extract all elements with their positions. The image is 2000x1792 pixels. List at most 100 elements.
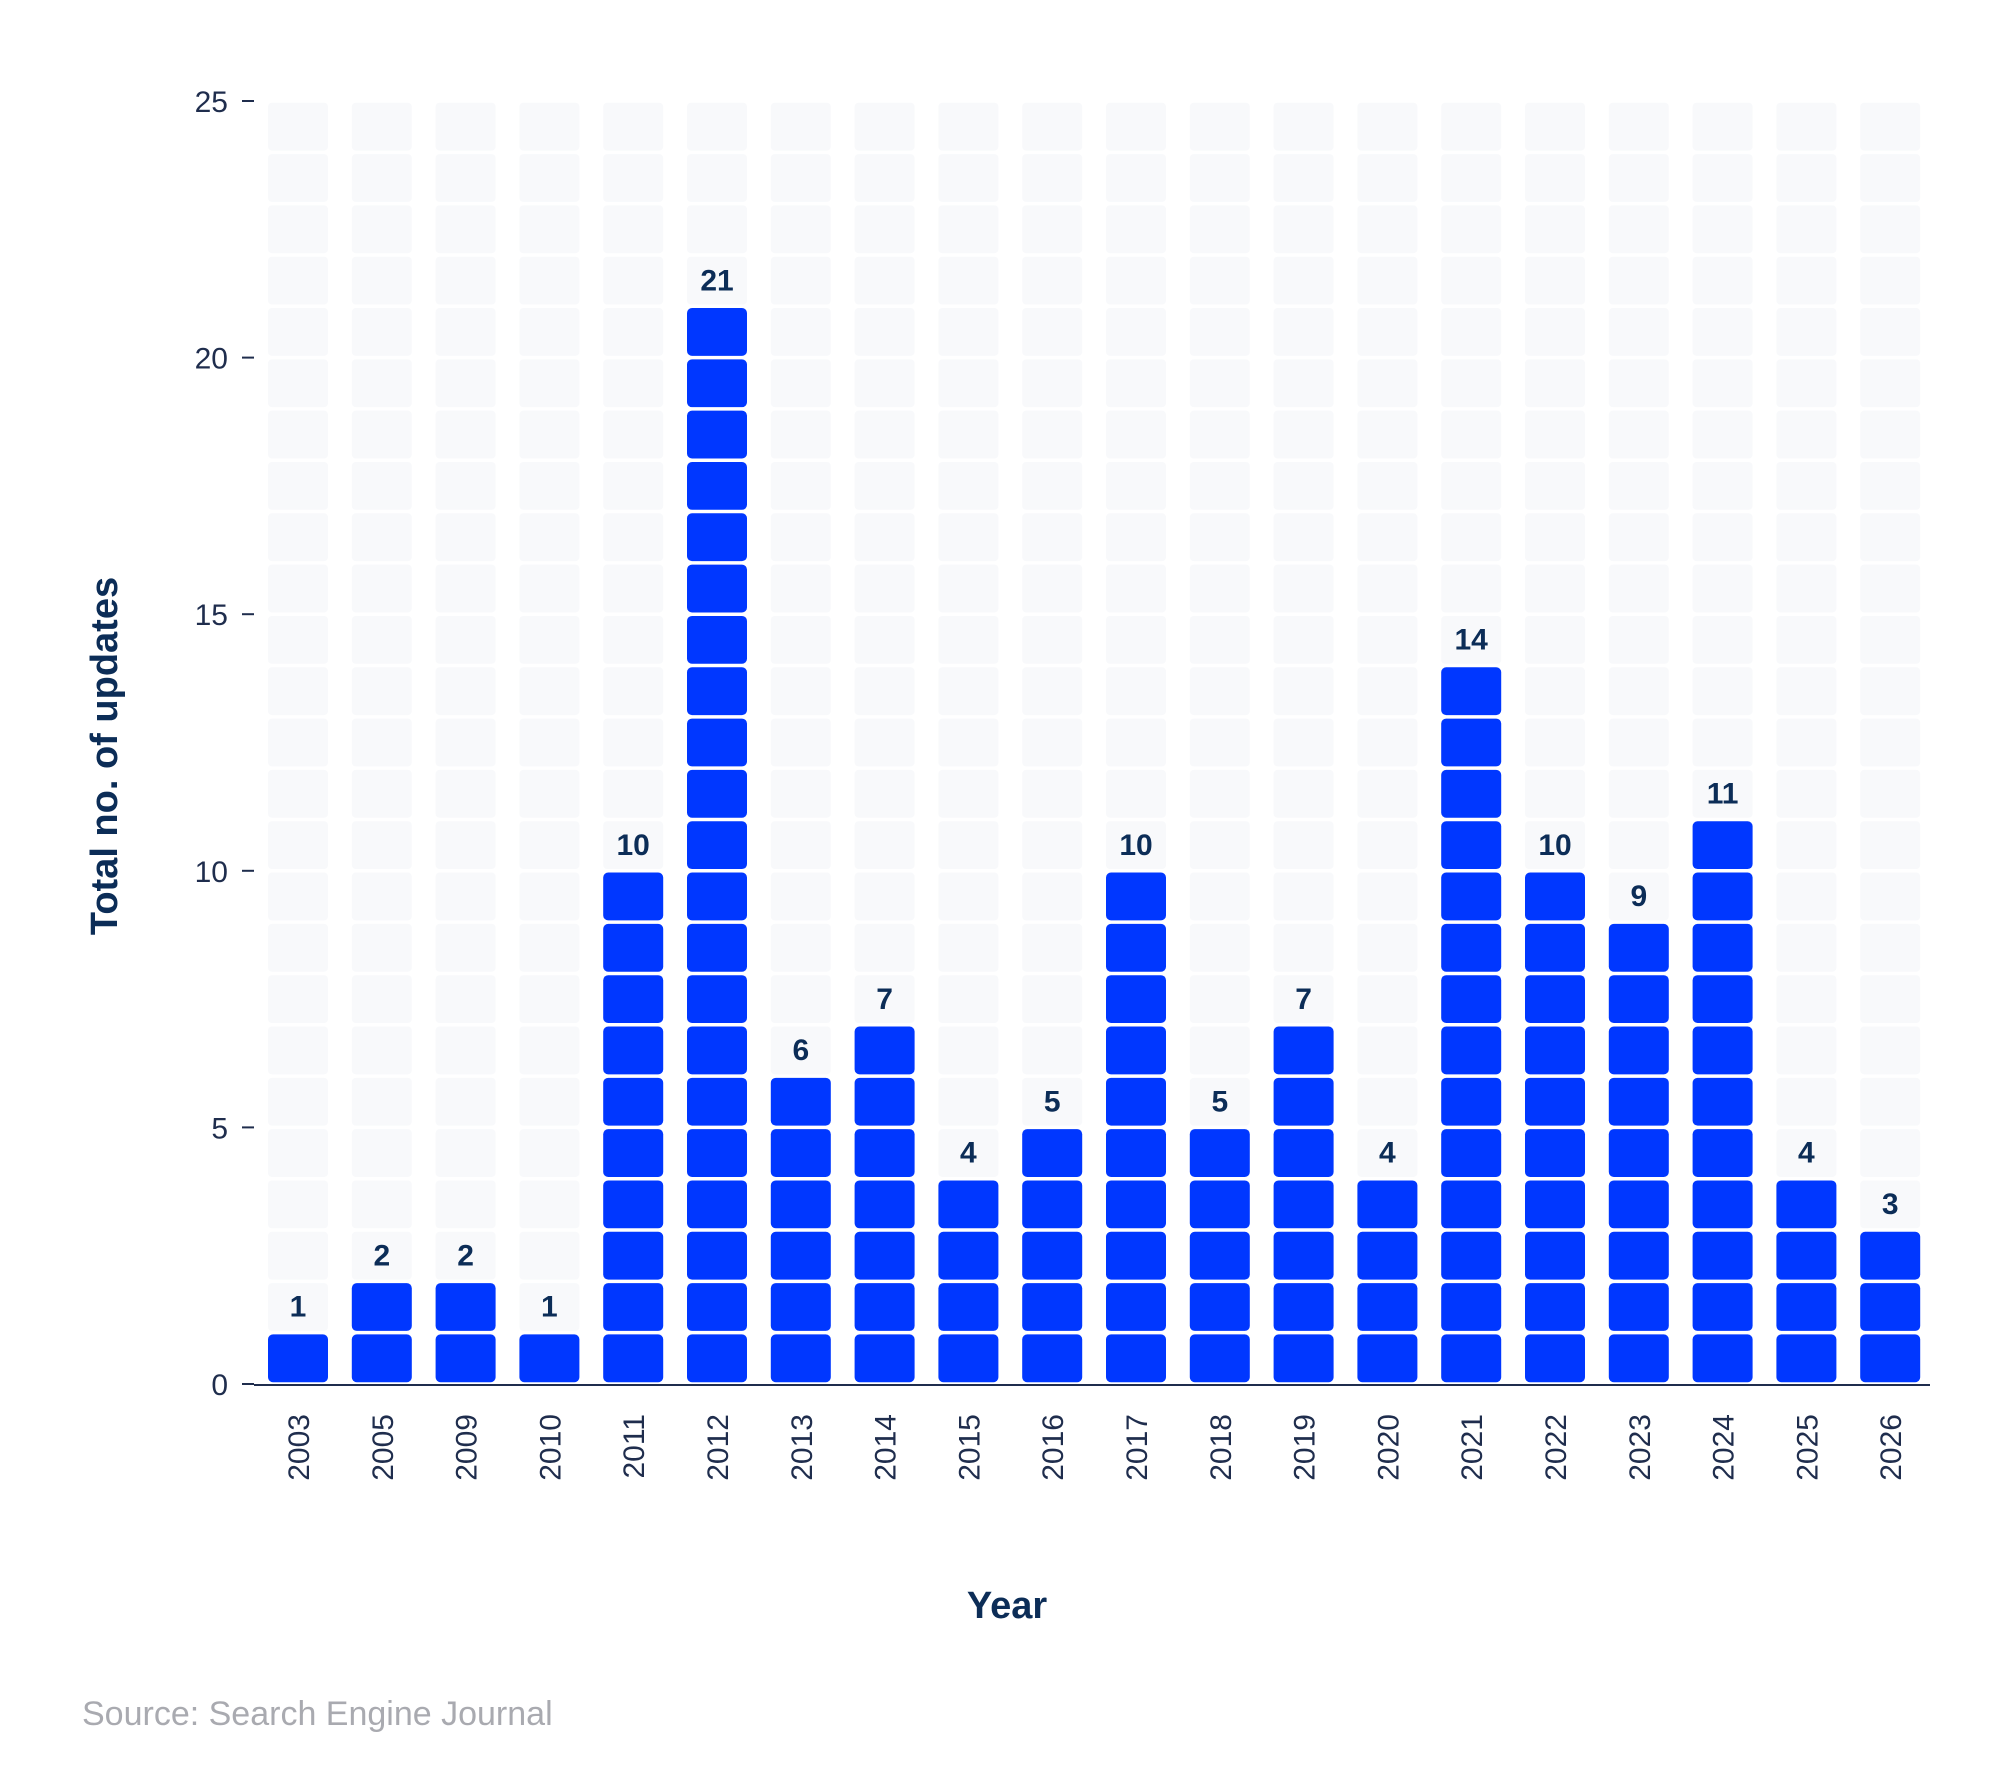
bar-2022 — [1525, 872, 1585, 1383]
bar-block — [1106, 1129, 1166, 1177]
track-cell — [268, 1077, 328, 1126]
track-cell — [1022, 205, 1083, 254]
track-cell — [268, 256, 328, 305]
track-cell — [1860, 410, 1921, 459]
track-cell — [1441, 513, 1502, 562]
track-cell — [1776, 256, 1837, 305]
bar-block — [603, 1231, 664, 1280]
track-cell — [1692, 769, 1753, 818]
track-cell — [1022, 667, 1083, 716]
bar-block — [1189, 1180, 1250, 1229]
track-cell — [351, 1180, 412, 1229]
track-cell — [351, 1077, 412, 1126]
x-tick-label-2005: 2005 — [367, 1414, 400, 1481]
value-label-2021: 14 — [1455, 624, 1489, 657]
track-cell — [435, 410, 496, 459]
bar-block — [1441, 1077, 1502, 1126]
track-cell — [435, 154, 496, 202]
bar-block — [603, 872, 664, 921]
x-tick-label-2022: 2022 — [1540, 1414, 1573, 1481]
bar-block — [1357, 1180, 1418, 1229]
track-cell — [1776, 308, 1837, 356]
track-cell — [519, 1180, 580, 1229]
track-cell — [1106, 256, 1166, 305]
bar-block — [1357, 1283, 1418, 1331]
track-cell — [1106, 769, 1166, 818]
track-cell — [519, 513, 580, 562]
track-cell — [1357, 308, 1418, 356]
track-cell — [1106, 615, 1166, 664]
track-cell — [1189, 821, 1250, 870]
track-cell — [1525, 102, 1585, 151]
bar-block — [1106, 1231, 1166, 1280]
bar-block — [1189, 1334, 1250, 1383]
bar-block — [854, 1026, 915, 1075]
track-cell — [854, 615, 915, 664]
track-cell — [938, 154, 999, 202]
bar-2020 — [1357, 1180, 1418, 1383]
x-tick-label-2016: 2016 — [1037, 1414, 1070, 1481]
track-cell — [1860, 821, 1921, 870]
track-cell — [1441, 205, 1502, 254]
track-cell — [1692, 205, 1753, 254]
track-cell — [435, 821, 496, 870]
track-cell — [1022, 615, 1083, 664]
track-cell — [1273, 667, 1334, 716]
track-cell — [1357, 256, 1418, 305]
track-cell — [1525, 513, 1585, 562]
track-cell — [938, 821, 999, 870]
track-cell — [687, 102, 747, 151]
bar-block — [1022, 1334, 1083, 1383]
track-cell — [351, 821, 412, 870]
bar-block — [770, 1231, 831, 1280]
track-cell — [1441, 615, 1502, 664]
track-cell — [938, 564, 999, 613]
bar-block — [1441, 769, 1502, 818]
bar-block — [1692, 1180, 1753, 1229]
value-label-2013: 6 — [792, 1034, 809, 1067]
track-cell — [1860, 564, 1921, 613]
bar-block — [1608, 1334, 1669, 1383]
track-cell — [351, 718, 412, 767]
bar-block — [1776, 1180, 1837, 1229]
track-cell — [1357, 923, 1418, 972]
track-cell — [1860, 513, 1921, 562]
track-cell — [854, 564, 915, 613]
track-cell — [1357, 769, 1418, 818]
track-cell — [1189, 359, 1250, 408]
track-cell — [938, 102, 999, 151]
track-cell — [1860, 256, 1921, 305]
track-cell — [1441, 564, 1502, 613]
track-cell — [1106, 718, 1166, 767]
track-cell — [1357, 205, 1418, 254]
bar-block — [1106, 1283, 1166, 1331]
track-cell — [938, 205, 999, 254]
track-cell — [268, 410, 328, 459]
track-cell — [603, 308, 664, 356]
track-cell — [435, 667, 496, 716]
track-cell — [603, 769, 664, 818]
track-cell — [1273, 461, 1334, 510]
track-cell — [435, 1077, 496, 1126]
track-cell — [1357, 410, 1418, 459]
x-tick-label-2018: 2018 — [1205, 1414, 1238, 1481]
track-cell — [1189, 410, 1250, 459]
track-cell — [1357, 615, 1418, 664]
track-cell — [351, 205, 412, 254]
value-label-2026: 3 — [1882, 1188, 1899, 1221]
track-cell — [519, 410, 580, 459]
track-cell — [770, 667, 831, 716]
track-cell — [1692, 410, 1753, 459]
track-cell — [938, 513, 999, 562]
x-tick-label-2010: 2010 — [534, 1414, 567, 1481]
bar-2005 — [351, 1283, 412, 1383]
track-cell — [268, 718, 328, 767]
bar-block — [1525, 1077, 1585, 1126]
track-cell — [435, 256, 496, 305]
track-cell — [1106, 667, 1166, 716]
track-cell — [519, 718, 580, 767]
track-cell — [1273, 205, 1334, 254]
y-tick-label-20: 20 — [195, 343, 228, 376]
bar-block — [687, 410, 747, 459]
track-cell — [1273, 975, 1334, 1024]
